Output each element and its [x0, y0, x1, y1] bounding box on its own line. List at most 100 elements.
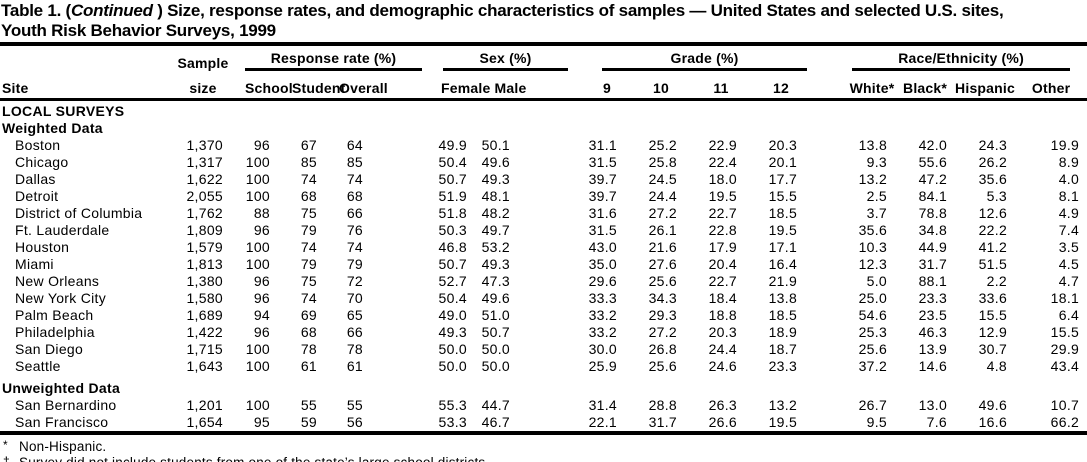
value-cell: 100 — [245, 256, 270, 272]
column-gap — [805, 154, 849, 171]
value-cell: 2.2 — [986, 273, 1008, 289]
col-other: Other — [1015, 75, 1087, 101]
value-cell: 22.1 — [588, 414, 618, 430]
column-gap — [518, 307, 577, 324]
column-gap — [805, 307, 849, 324]
column-gap — [371, 239, 427, 256]
value-cell: 96 — [253, 222, 270, 238]
value-cell: 13.8 — [858, 137, 888, 153]
value-cell: 39.7 — [588, 171, 618, 187]
value-cell: 66.2 — [1050, 414, 1080, 430]
value-cell: 2,055 — [186, 188, 223, 204]
table-body: LOCAL SURVEYS Weighted Data Boston 1,370 96 6… — [0, 100, 1087, 434]
site-cell: Seattle — [15, 358, 61, 374]
value-cell: 31.1 — [588, 137, 618, 153]
column-gap — [518, 188, 577, 205]
footnote-text: Non-Hispanic. — [19, 439, 107, 454]
value-cell: 100 — [245, 239, 270, 255]
column-gap — [518, 341, 577, 358]
col-black: Black* — [895, 75, 956, 101]
value-cell: 18.9 — [768, 324, 798, 340]
header-column-row: Site size School Student Overall Female … — [0, 75, 1087, 101]
value-cell: 9.3 — [866, 154, 888, 170]
value-cell: 22.2 — [978, 222, 1008, 238]
col-gap — [518, 75, 578, 101]
value-cell: 20.3 — [768, 137, 798, 153]
value-cell: 96 — [253, 273, 270, 289]
value-cell: 25.8 — [648, 154, 678, 170]
value-cell: 53.2 — [481, 239, 511, 255]
value-cell: 33.3 — [588, 290, 618, 306]
value-cell: 12.9 — [978, 324, 1008, 340]
value-cell: 26.2 — [978, 154, 1008, 170]
footnote-text: Survey did not include students from one… — [19, 454, 490, 462]
value-cell: 24.3 — [978, 137, 1008, 153]
value-cell: 7.6 — [926, 414, 948, 430]
site-cell: Boston — [15, 137, 61, 153]
value-cell: 24.6 — [708, 358, 738, 374]
value-cell: 25.2 — [648, 137, 678, 153]
value-cell: 1,579 — [186, 239, 223, 255]
title-continued: Continued — [70, 1, 153, 20]
value-cell: 66 — [346, 324, 363, 340]
column-gap — [371, 341, 427, 358]
section-label: Unweighted Data — [2, 380, 121, 396]
value-cell: 54.6 — [858, 307, 888, 323]
value-cell: 96 — [253, 137, 270, 153]
value-cell: 17.1 — [768, 239, 798, 255]
value-cell: 3.7 — [866, 205, 888, 221]
value-cell: 26.8 — [648, 341, 678, 357]
column-gap — [805, 324, 849, 341]
value-cell: 48.1 — [481, 188, 511, 204]
column-gap — [805, 222, 849, 239]
header-sample-top: Sample — [177, 55, 229, 71]
value-cell: 19.9 — [1050, 137, 1080, 153]
column-gap — [371, 137, 427, 154]
value-cell: 74 — [300, 290, 317, 306]
col-grade-9: 9 — [577, 75, 626, 101]
value-cell: 49.6 — [978, 397, 1008, 413]
value-cell: 51.0 — [481, 307, 511, 323]
value-cell: 50.0 — [481, 358, 511, 374]
value-cell: 100 — [245, 154, 270, 170]
value-cell: 20.4 — [708, 256, 738, 272]
table-row: Palm Beach 1,689 94 69 65 49.0 51.0 33.2 29.3 18.… — [0, 307, 1087, 324]
value-cell: 20.1 — [768, 154, 798, 170]
site-cell: Houston — [15, 239, 70, 255]
value-cell: 100 — [245, 358, 270, 374]
value-cell: 100 — [245, 341, 270, 357]
column-gap — [371, 222, 427, 239]
header-group-sex: Sex (%) — [371, 44, 569, 75]
column-gap — [805, 171, 849, 188]
col-gap — [371, 75, 427, 101]
table-row: New York City 1,580 96 74 70 50.4 49.6 33.3 34.3… — [0, 290, 1087, 307]
value-cell: 49.3 — [481, 256, 511, 272]
value-cell: 4.0 — [1058, 171, 1080, 187]
value-cell: 30.0 — [588, 341, 618, 357]
value-cell: 19.5 — [768, 222, 798, 238]
column-gap — [518, 239, 577, 256]
value-cell: 20.3 — [708, 324, 738, 340]
value-cell: 46.8 — [438, 239, 467, 255]
site-cell: San Diego — [15, 341, 84, 357]
value-cell: 55 — [300, 397, 317, 413]
value-cell: 78.8 — [918, 205, 948, 221]
site-cell: Palm Beach — [15, 307, 94, 323]
value-cell: 25.6 — [648, 358, 678, 374]
value-cell: 70 — [346, 290, 363, 306]
value-cell: 67 — [300, 137, 317, 153]
value-cell: 33.6 — [978, 290, 1008, 306]
value-cell: 34.8 — [918, 222, 948, 238]
value-cell: 1,643 — [186, 358, 223, 374]
value-cell: 33.2 — [588, 324, 618, 340]
value-cell: 26.7 — [858, 397, 888, 413]
column-gap — [371, 414, 427, 433]
value-cell: 52.7 — [438, 273, 467, 289]
site-cell: Dallas — [15, 171, 56, 187]
value-cell: 26.3 — [708, 397, 738, 413]
value-cell: 23.3 — [768, 358, 798, 374]
column-gap — [518, 137, 577, 154]
value-cell: 4.8 — [986, 358, 1008, 374]
value-cell: 49.0 — [438, 307, 467, 323]
